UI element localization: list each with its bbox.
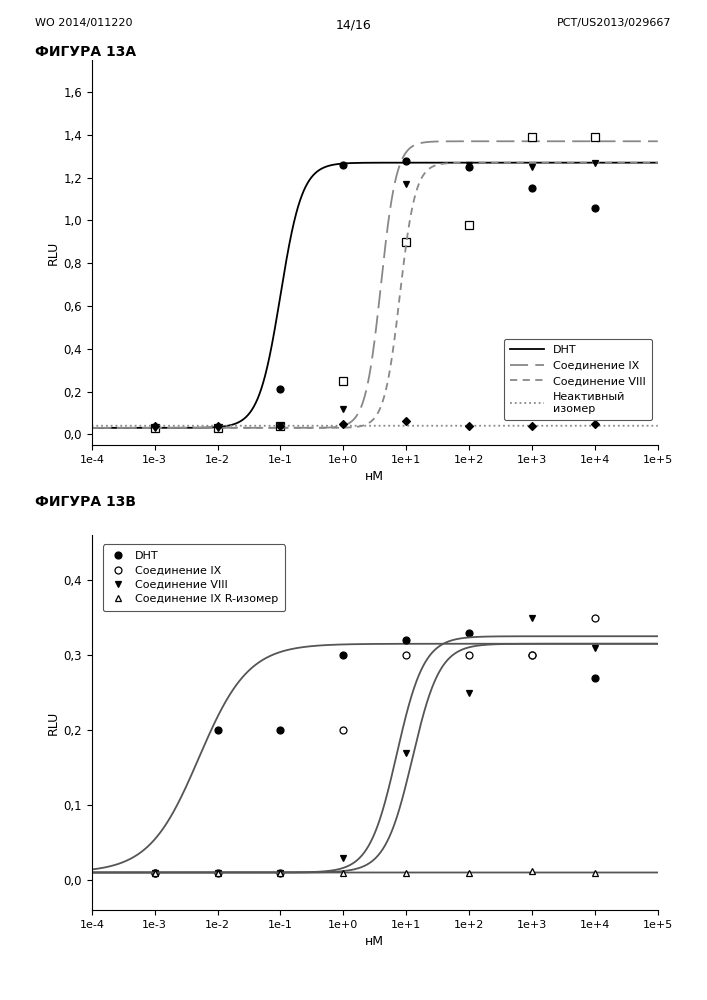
Text: ФИГУРА 13A: ФИГУРА 13A: [35, 45, 136, 59]
Text: WO 2014/011220: WO 2014/011220: [35, 18, 133, 28]
Text: 14/16: 14/16: [336, 18, 371, 31]
Y-axis label: RLU: RLU: [47, 710, 59, 735]
Legend: DHT, Соединение IX, Соединение VIII, Соединение IX R-изомер: DHT, Соединение IX, Соединение VIII, Сое…: [103, 544, 285, 611]
Y-axis label: RLU: RLU: [46, 240, 59, 265]
Text: ФИГУРА 13B: ФИГУРА 13B: [35, 495, 136, 509]
Legend: DHT, Соединение IX, Соединение VIII, Неактивный
изомер: DHT, Соединение IX, Соединение VIII, Неа…: [503, 339, 652, 420]
X-axis label: нМ: нМ: [366, 470, 384, 483]
Text: PCT/US2013/029667: PCT/US2013/029667: [557, 18, 672, 28]
X-axis label: нМ: нМ: [366, 935, 384, 948]
